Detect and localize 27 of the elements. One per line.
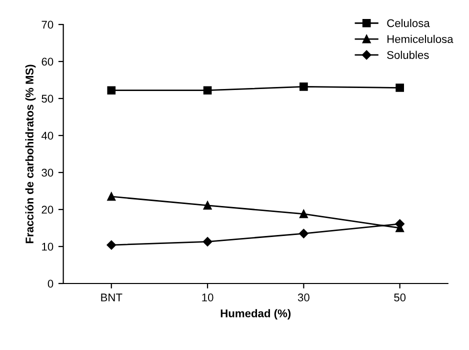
x-axis-title: Humedad (%): [220, 309, 291, 320]
point: [107, 192, 116, 201]
point: [300, 82, 308, 91]
x-tick-label: 50: [394, 294, 406, 302]
legend-label: Hemicelulosa: [388, 34, 454, 44]
point: [202, 237, 212, 246]
point: [203, 201, 212, 210]
x-tick-label: 30: [298, 294, 310, 302]
point: [299, 228, 308, 238]
y-tick-label: 20: [42, 206, 54, 214]
y-tick-label: 10: [42, 242, 54, 251]
y-tick-label: 40: [41, 132, 54, 140]
x-tick-label: BNT: [101, 294, 122, 302]
y-tick-label: 70: [42, 20, 54, 29]
x-tick-label: 10: [202, 294, 214, 302]
y-tick-label: 60: [42, 58, 54, 66]
point: [203, 86, 212, 95]
point: [396, 84, 404, 92]
point: [107, 86, 116, 95]
y-tick-label: 50: [42, 94, 54, 103]
point: [106, 240, 116, 250]
legend-label: Celulosa: [387, 18, 430, 28]
y-tick-label: 0: [48, 280, 54, 288]
point: [300, 210, 308, 218]
y-axis-title: Fracción de carbohidratos (% MS): [25, 64, 36, 244]
y-tick-label: 30: [42, 168, 54, 177]
legend-label: Solubles: [387, 50, 429, 59]
